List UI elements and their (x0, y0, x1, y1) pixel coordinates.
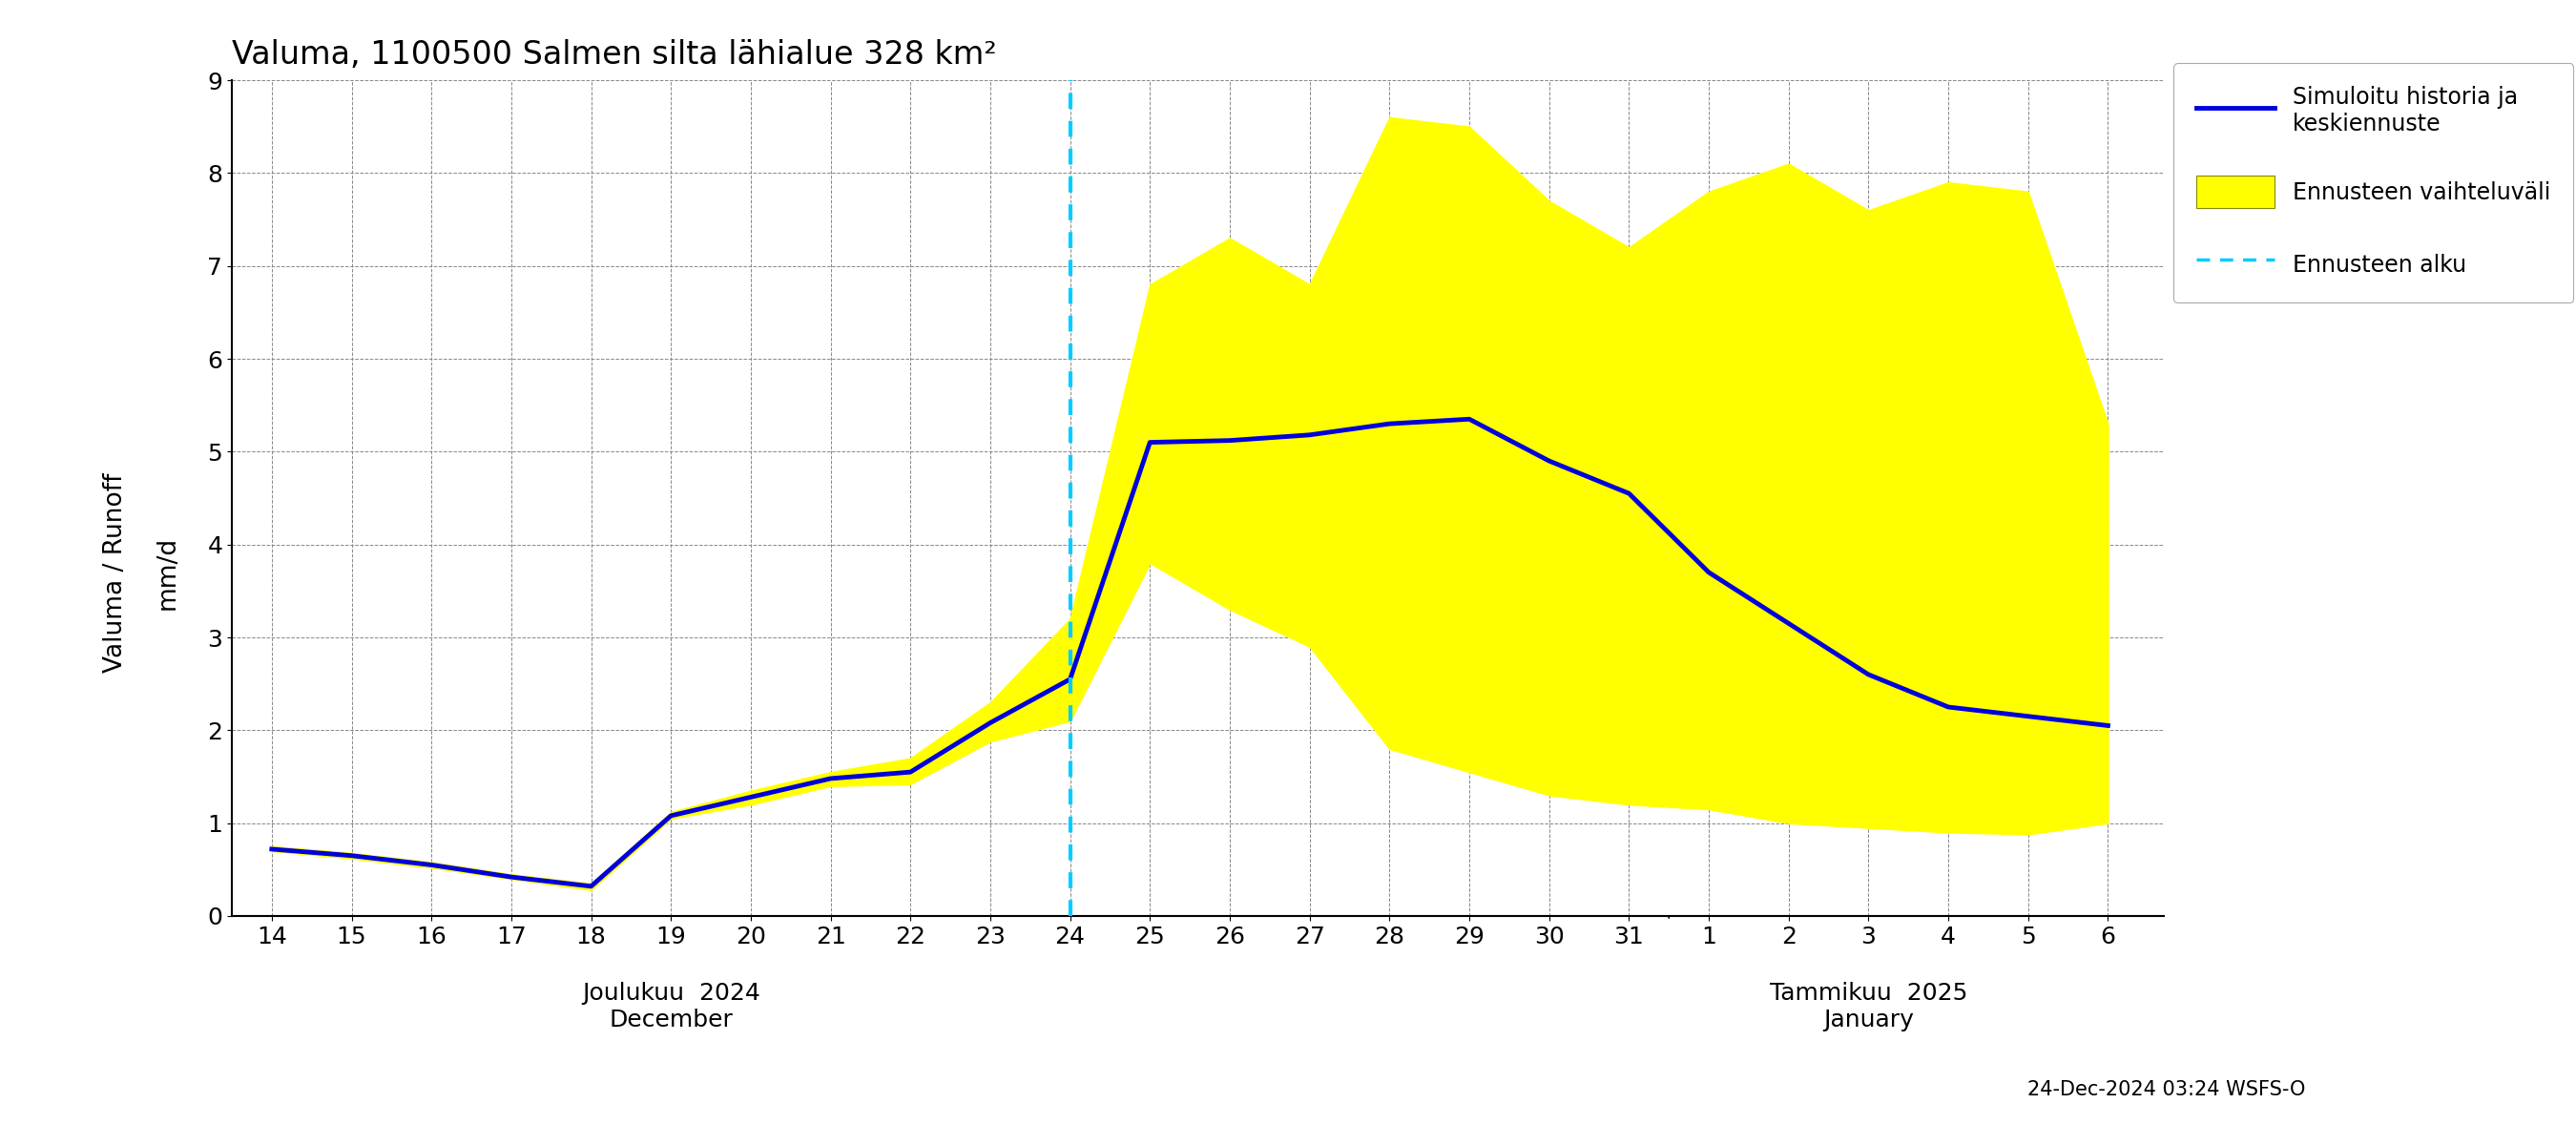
Text: Tammikuu  2025
January: Tammikuu 2025 January (1770, 982, 1968, 1032)
Text: Joulukuu  2024
December: Joulukuu 2024 December (582, 982, 760, 1032)
Text: Valuma, 1100500 Salmen silta lähialue 328 km²: Valuma, 1100500 Salmen silta lähialue 32… (232, 39, 997, 71)
Text: Valuma / Runoff: Valuma / Runoff (103, 473, 129, 672)
Text: 24-Dec-2024 03:24 WSFS-O: 24-Dec-2024 03:24 WSFS-O (2027, 1080, 2306, 1099)
Legend: Simuloitu historia ja
keskiennuste, Ennusteen vaihteluväli, Ennusteen alku: Simuloitu historia ja keskiennuste, Ennu… (2174, 63, 2573, 302)
Text: mm/d: mm/d (155, 536, 180, 609)
